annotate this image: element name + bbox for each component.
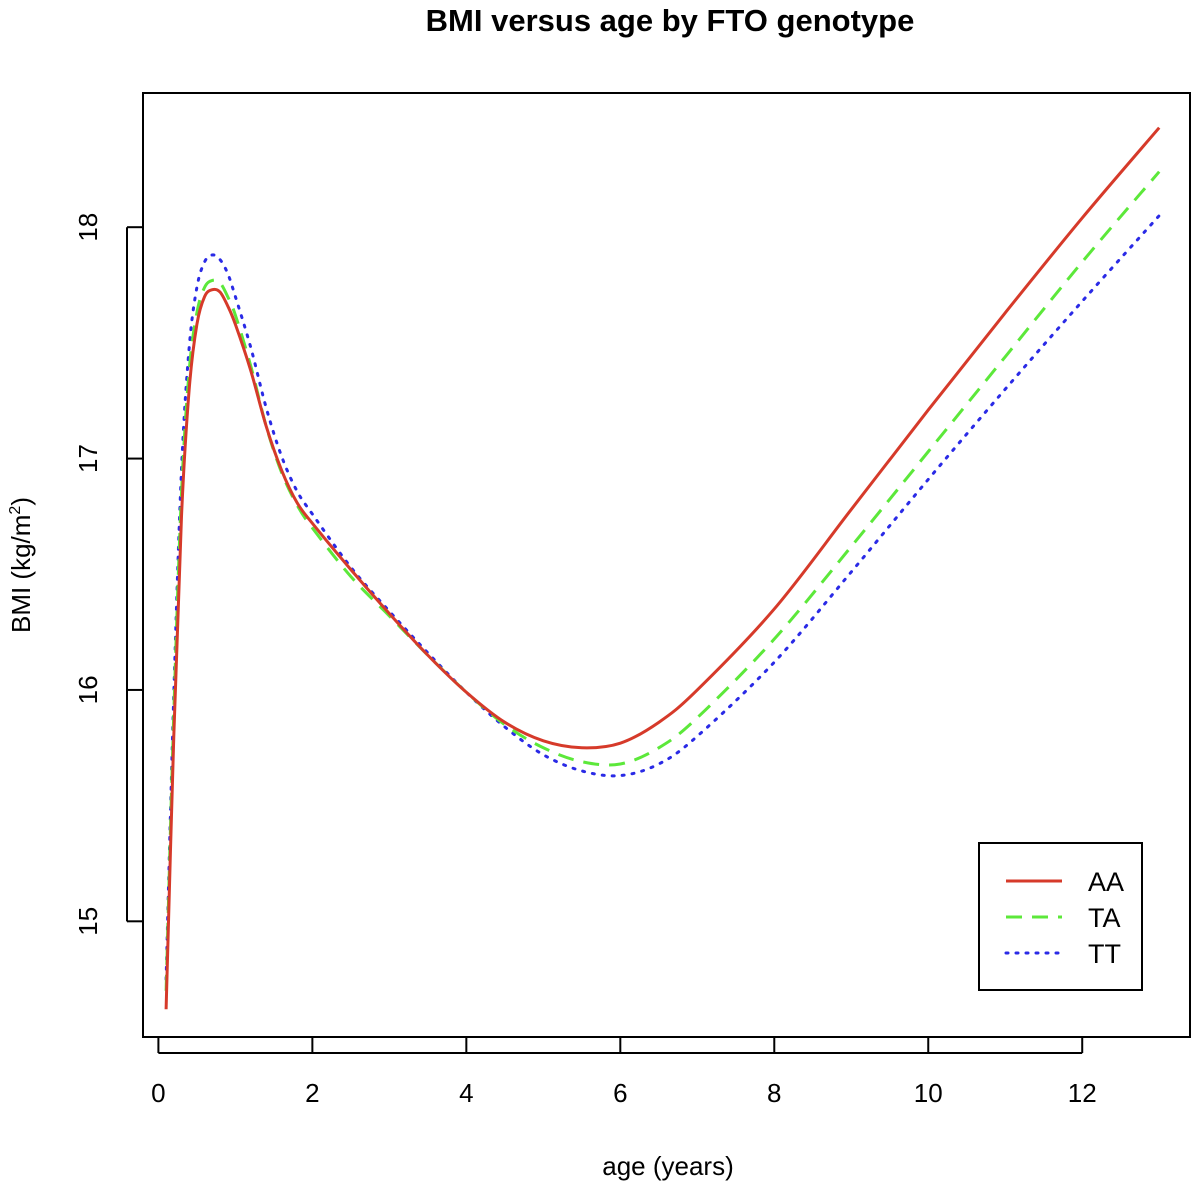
legend-items: AA TA TT xyxy=(1004,867,1124,969)
x-axis: 0 2 4 6 8 10 12 xyxy=(151,1037,1097,1108)
x-tick-label-1: 2 xyxy=(305,1078,319,1108)
series-line-aa xyxy=(164,126,1161,1010)
y-axis: 15 16 17 18 xyxy=(73,213,143,936)
x-tick-label-4: 8 xyxy=(767,1078,781,1108)
plot-frame xyxy=(142,92,1191,1038)
x-tick-label-2: 4 xyxy=(459,1078,473,1108)
chart-title: BMI versus age by FTO genotype xyxy=(426,3,915,38)
legend-label-ta: TA xyxy=(1088,903,1121,933)
y-axis-label: BMI (kg/m2) xyxy=(6,497,36,633)
x-tick-label-6: 12 xyxy=(1068,1078,1097,1108)
x-axis-label: age (years) xyxy=(602,1151,734,1181)
x-tick-label-0: 0 xyxy=(151,1078,165,1108)
y-tick-label-1: 16 xyxy=(73,675,103,704)
x-tick-label-5: 10 xyxy=(914,1078,943,1108)
y-axis-label-suffix: ) xyxy=(6,497,36,506)
legend: AA TA TT xyxy=(978,842,1143,991)
legend-box xyxy=(978,842,1143,991)
y-axis-label-main: BMI (kg/m xyxy=(6,515,36,633)
series-line-tt xyxy=(164,214,1161,981)
series-lines xyxy=(164,126,1161,1010)
y-axis-label-superscript: 2 xyxy=(7,506,24,515)
y-tick-label-3: 18 xyxy=(73,213,103,242)
legend-label-aa: AA xyxy=(1088,867,1124,897)
legend-label-tt: TT xyxy=(1088,939,1121,969)
series-line-ta xyxy=(164,170,1161,991)
y-tick-label-2: 17 xyxy=(73,444,103,473)
y-tick-label-0: 15 xyxy=(73,907,103,936)
x-tick-label-3: 6 xyxy=(613,1078,627,1108)
